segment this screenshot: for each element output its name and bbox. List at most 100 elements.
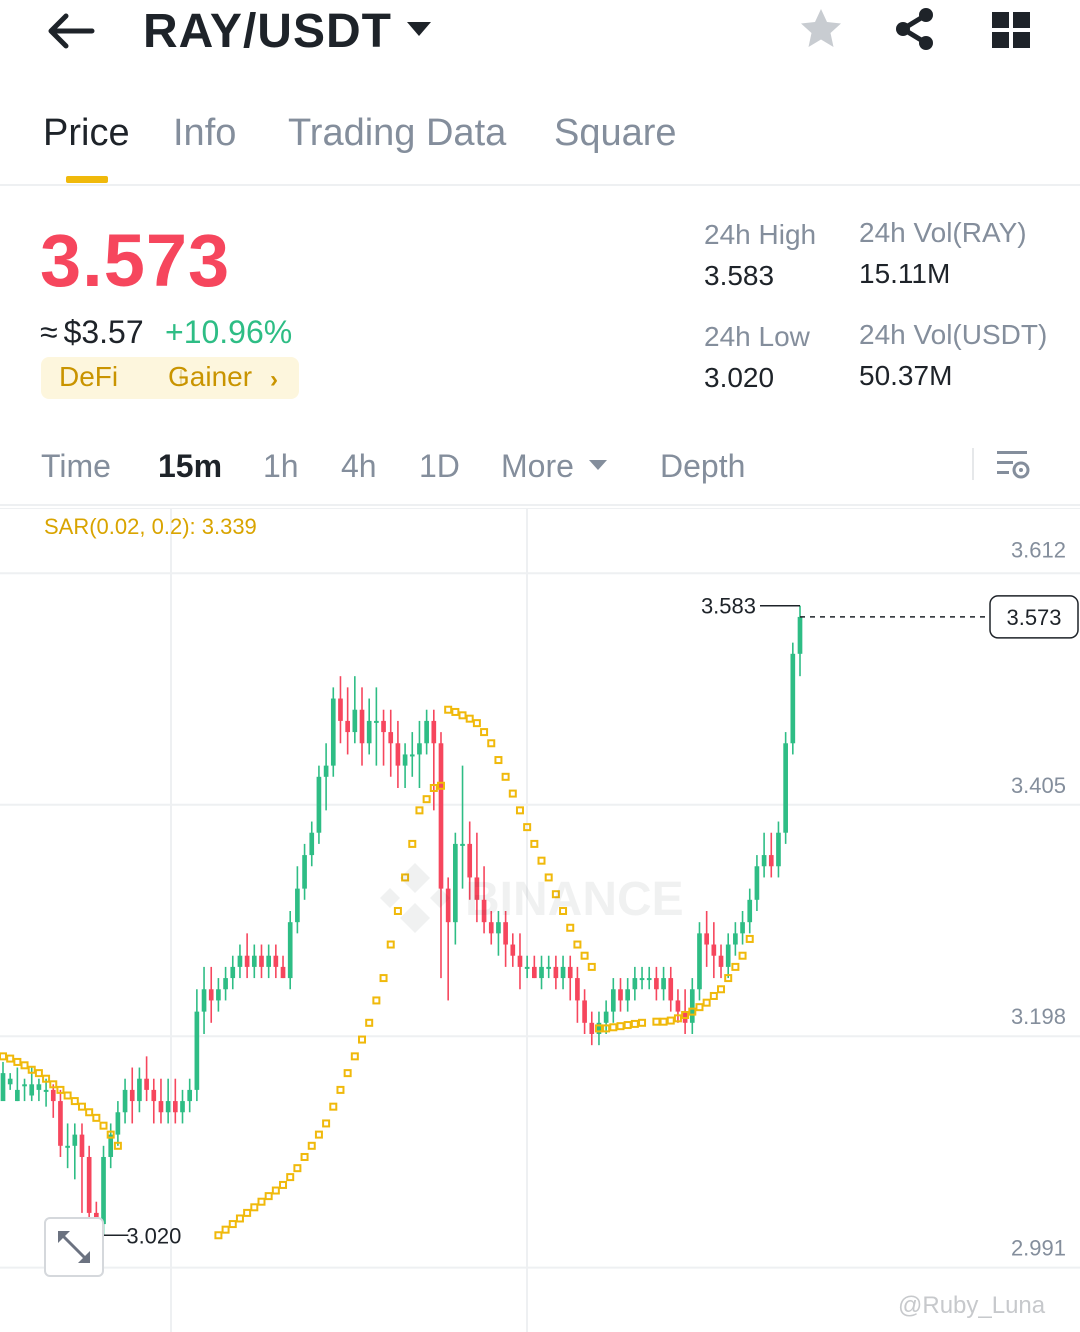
- interval-15m[interactable]: 15m: [158, 448, 223, 484]
- sar-dot: [386, 940, 395, 949]
- chart-canvas[interactable]: 3.612 3.405 3.198 2.991 3.583 3.020 3.573: [0, 508, 1080, 1332]
- high-value: 3.583: [704, 260, 775, 291]
- share-icon[interactable]: [892, 6, 938, 52]
- sar-dot: [13, 1057, 22, 1066]
- active-tab-indicator: [66, 176, 108, 183]
- sar-dot: [77, 1102, 86, 1111]
- candle-body: [359, 709, 365, 744]
- candle-body: [417, 743, 422, 755]
- sar-dot: [343, 1069, 352, 1078]
- interval-depth[interactable]: Depth: [660, 448, 746, 484]
- candle-body: [309, 832, 315, 856]
- candle-body: [424, 720, 429, 744]
- binance-logo-watermark: BINANCE: [380, 863, 684, 933]
- sar-dot: [415, 806, 424, 815]
- candle-body: [115, 1112, 121, 1135]
- candle-body: [65, 1145, 70, 1148]
- candle-body: [646, 978, 652, 981]
- sar-dot: [451, 707, 460, 716]
- caret-down-icon[interactable]: [588, 458, 608, 472]
- tab-price[interactable]: Price: [43, 112, 130, 154]
- candle-body: [481, 899, 487, 923]
- sar-dot: [350, 1052, 359, 1061]
- fullscreen-button[interactable]: [44, 1217, 104, 1277]
- sar-dot: [408, 839, 417, 848]
- candle-body: [711, 944, 717, 956]
- tag-group[interactable]: DeFi Gainer: [41, 357, 299, 399]
- sar-dot: [480, 728, 489, 737]
- tab-info[interactable]: Info: [173, 112, 237, 154]
- candle-body: [158, 1101, 164, 1113]
- sar-dot: [300, 1152, 309, 1161]
- candle-body: [567, 966, 573, 979]
- interval-1d[interactable]: 1D: [419, 448, 460, 484]
- tab-square[interactable]: Square: [554, 112, 677, 154]
- candle-body: [266, 955, 272, 967]
- candle-body: [237, 955, 243, 967]
- tag-defi[interactable]: DeFi: [59, 361, 119, 392]
- candle-body: [137, 1078, 142, 1102]
- candle-body: [618, 989, 623, 1001]
- candle-body: [194, 1011, 200, 1090]
- sar-dot: [214, 1231, 223, 1240]
- candle-body: [761, 855, 767, 867]
- interval-more[interactable]: More: [501, 448, 574, 484]
- caret-down-icon[interactable]: [404, 18, 434, 40]
- interval-4h[interactable]: 4h: [341, 448, 377, 484]
- price-chart[interactable]: SAR(0.02, 0.2): 3.339 BINANCE 3.612 3.405…: [0, 508, 1080, 1332]
- sar-dot: [49, 1080, 58, 1089]
- sar-dot: [458, 711, 467, 720]
- candle-body: [395, 743, 401, 766]
- sar-dot: [429, 783, 438, 792]
- sar-dot: [666, 1016, 675, 1025]
- sar-dot: [709, 991, 718, 1000]
- candle-body: [50, 1089, 56, 1102]
- sar-dot: [329, 1102, 338, 1111]
- pair-title[interactable]: RAY/USDT: [143, 5, 392, 58]
- chevron-right-icon[interactable]: ›: [270, 366, 278, 393]
- creator-watermark: @Ruby_Luna: [898, 1292, 1046, 1319]
- interval-1h[interactable]: 1h: [263, 448, 299, 484]
- current-price-box[interactable]: [989, 595, 1079, 639]
- chart-settings-icon[interactable]: [994, 446, 1032, 484]
- sar-dot: [566, 923, 575, 932]
- candle-body: [654, 978, 659, 990]
- candle-body: [610, 989, 616, 1012]
- sar-dot: [113, 1141, 122, 1150]
- sar-dot: [530, 839, 539, 848]
- candle-body: [58, 1101, 63, 1146]
- tab-trading-data[interactable]: Trading Data: [288, 112, 507, 154]
- interval-bar: Time 15m 1h 4h 1D More Depth: [0, 436, 1080, 506]
- interval-time[interactable]: Time: [41, 448, 111, 484]
- tab-bar: Price Info Trading Data Square: [0, 108, 1080, 186]
- candle-body: [402, 754, 408, 766]
- sar-dot: [314, 1130, 323, 1139]
- candle-body: [596, 1022, 602, 1034]
- sar-dot: [372, 996, 381, 1005]
- sar-dot: [56, 1085, 65, 1094]
- candle-body: [29, 1084, 35, 1096]
- sar-dot: [559, 906, 568, 915]
- candle-body: [582, 1000, 587, 1023]
- approx-symbol: ≈: [40, 314, 58, 350]
- sar-dot: [638, 1018, 647, 1027]
- vol-base-label: 24h Vol(RAY): [859, 217, 1027, 248]
- candle-body: [374, 720, 379, 723]
- candle-body: [36, 1084, 42, 1090]
- grid-icon[interactable]: [990, 10, 1032, 50]
- sar-dot: [85, 1108, 94, 1117]
- sar-dot: [602, 1024, 611, 1033]
- candle-body: [697, 933, 702, 990]
- sar-dot: [271, 1186, 280, 1195]
- sar-dot: [695, 1003, 704, 1012]
- sar-dot: [264, 1192, 273, 1201]
- candle-body: [725, 944, 731, 967]
- sar-dot: [745, 934, 754, 943]
- candle-body: [330, 698, 336, 766]
- arrow-left-icon[interactable]: [44, 10, 96, 52]
- sar-dot: [580, 951, 589, 960]
- candle-body: [302, 855, 307, 889]
- sar-dot: [34, 1069, 43, 1078]
- tag-gainer[interactable]: Gainer: [168, 361, 253, 392]
- star-icon[interactable]: [798, 6, 844, 52]
